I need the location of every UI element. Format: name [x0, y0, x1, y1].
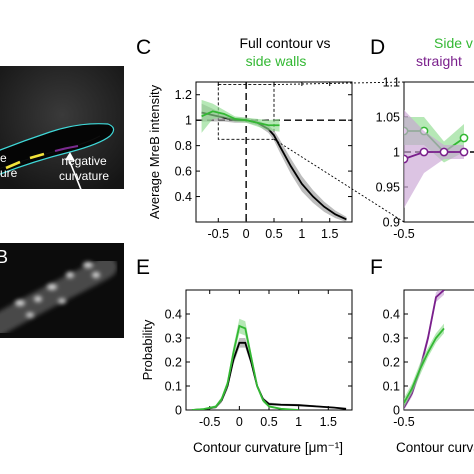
zoom-connector-top — [273, 81, 405, 85]
series-point-d-purple-3 — [459, 147, 469, 157]
zoom-connector-bottom — [273, 138, 405, 223]
plot-frame-e — [185, 289, 353, 411]
chart-c: -0.5 0 0.5 1 1.5 0.4 0.6 0.8 1 1.2 Average MreB in… — [147, 81, 353, 241]
y-tick-label-f-2: 0.2 — [383, 356, 400, 370]
micrograph-bottom: B — [0, 243, 124, 338]
x-tick-label-c-4: 1.5 — [321, 227, 338, 241]
annotation-left-line-2: ure — [0, 166, 18, 180]
x-tick-label-e-0: -0.5 — [199, 415, 221, 429]
y-tick-label-d-1: 0.95 — [376, 181, 400, 195]
series-point-d-purple-0 — [404, 154, 409, 164]
y-tick-label-d-2: 1 — [393, 146, 400, 160]
x-tick-label-f-0: -0.5 — [393, 415, 415, 429]
plot-frame-f — [403, 289, 474, 411]
heading-c-line1: Full contour vs — [239, 35, 330, 51]
x-tick-label-d-0: -0.5 — [393, 227, 415, 241]
micrograph-top: e ure negative curvature — [0, 66, 124, 189]
zoom-box-c — [217, 84, 275, 140]
x-tick-label-e-4: 1.5 — [320, 415, 337, 429]
y-tick-label-c-2: 0.8 — [175, 139, 192, 153]
zoom-connectors — [273, 81, 405, 223]
chart-e: -0.5 0 0.5 1 1.5 0 0.1 0.2 0.3 0.4 Probability Cont… — [140, 289, 353, 455]
y-tick-label-c-0: 0.4 — [175, 190, 192, 204]
plot-frame-c — [195, 81, 353, 223]
micrograph-top-annotation-right: negative curvature — [45, 154, 123, 184]
panel-label-d: D — [370, 36, 385, 59]
series-point-d-purple-2 — [439, 147, 449, 157]
panel-label-e: E — [136, 256, 150, 279]
annotation-right-line-2: curvature — [58, 169, 110, 183]
x-tick-label-c-0: -0.5 — [208, 227, 230, 241]
y-tick-label-e-2: 0.2 — [165, 356, 182, 370]
y-tick-label-f-1: 0.1 — [383, 380, 400, 394]
y-axis-label-e: Probability — [140, 319, 155, 380]
y-tick-label-c-1: 0.6 — [175, 165, 192, 179]
series-band-e-black — [191, 338, 347, 410]
y-tick-label-e-3: 0.3 — [165, 332, 182, 346]
series-point-d-green-3 — [459, 133, 469, 143]
series-line-e-black — [191, 341, 347, 410]
y-tick-label-e-4: 0.4 — [165, 308, 182, 322]
micrograph-bottom-drawing — [0, 256, 117, 337]
y-tick-label-d-3: 1.05 — [376, 111, 400, 125]
series-line-f-green — [404, 327, 445, 404]
micrograph-bottom-label: B — [0, 247, 9, 267]
heading-d-line1: Side v — [434, 35, 473, 51]
x-tick-label-c-1: 0 — [243, 227, 250, 241]
series-band-c-green — [201, 99, 280, 133]
y-tick-label-e-0: 0 — [175, 404, 182, 418]
y-tick-label-d-0: 0.9 — [383, 216, 400, 230]
y-tick-label-f-0: 0 — [393, 404, 400, 418]
series-line-e-green — [191, 324, 299, 410]
y-tick-label-f-3: 0.3 — [383, 332, 400, 346]
x-axis-label-f: Contour curva — [396, 440, 474, 455]
chart-f: -0.50 0.1 0.2 0.3 0.4 Contour curva — [383, 289, 474, 455]
series-line-d-purple — [404, 151, 464, 160]
series-line-c-green — [201, 110, 280, 127]
panel-label-f: F — [370, 256, 383, 279]
series-band-d-purple — [404, 110, 464, 208]
series-band-f-green — [404, 323, 444, 408]
y-tick-label-f-4: 0.4 — [383, 308, 400, 322]
micrograph-top-drawing — [0, 66, 124, 189]
heading-d-line2: straight — [416, 53, 462, 69]
annotation-left-line-1: e — [0, 151, 7, 165]
x-axis-label-e: Contour curvature [μm⁻¹] — [193, 440, 343, 455]
x-tick-label-e-1: 0 — [236, 415, 243, 429]
y-tick-label-c-3: 1 — [185, 114, 192, 128]
micrograph-top-annotation-left: e ure — [0, 151, 40, 181]
x-tick-label-e-3: 1 — [295, 415, 302, 429]
annotation-right-line-1: negative — [61, 154, 107, 168]
y-tick-label-e-1: 0.1 — [165, 380, 182, 394]
x-tick-label-c-3: 1 — [298, 227, 305, 241]
heading-c-line2: side walls — [246, 53, 307, 69]
panel-label-c: C — [136, 36, 151, 59]
series-point-d-purple-1 — [419, 147, 429, 157]
y-tick-label-c-4: 1.2 — [175, 88, 192, 102]
x-tick-label-c-2: 0.5 — [265, 227, 282, 241]
x-tick-label-e-2: 0.5 — [260, 415, 277, 429]
y-axis-label-c: Average MreB intensity — [147, 84, 162, 219]
